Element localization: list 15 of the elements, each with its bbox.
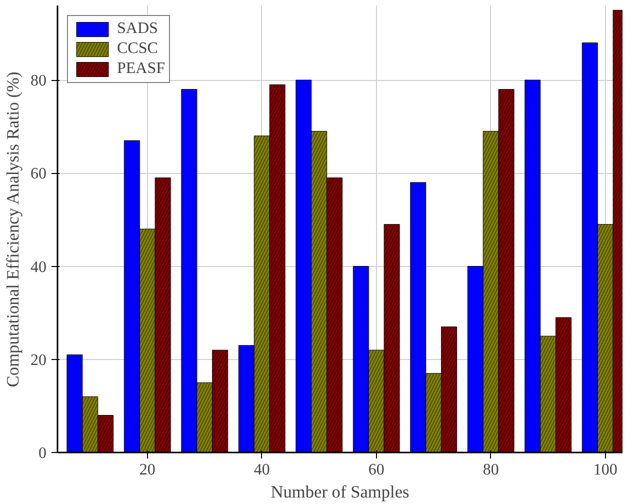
y-tick-label: 40 [30,258,46,276]
x-tick-label: 40 [254,462,270,478]
y-tick-label: 80 [30,72,46,90]
legend-label: SADS [117,20,158,38]
y-axis-title: Computational Efficiency Analysis Ratio (%) [4,72,22,388]
x-axis-title: Number of Samples [270,482,410,502]
x-tick-label: 80 [482,462,499,478]
y-tick-label: 20 [30,352,46,369]
x-tick-label: 20 [139,462,156,478]
x-tick-label: 60 [368,462,384,478]
y-tick-label: 60 [30,166,46,183]
y-tick-label: 0 [38,445,46,462]
legend-label: PEASF [117,60,166,78]
legend-label: CCSC [117,40,158,58]
x-tick-label: 100 [593,462,618,478]
